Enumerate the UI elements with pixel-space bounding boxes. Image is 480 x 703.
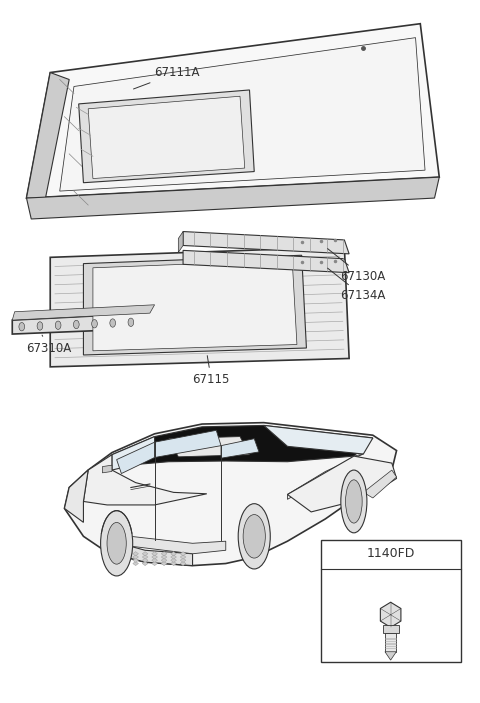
Polygon shape bbox=[64, 423, 396, 566]
Polygon shape bbox=[64, 470, 88, 522]
Polygon shape bbox=[180, 555, 186, 559]
Polygon shape bbox=[152, 562, 157, 566]
Polygon shape bbox=[84, 455, 207, 505]
Polygon shape bbox=[183, 231, 349, 254]
Polygon shape bbox=[385, 652, 396, 660]
Polygon shape bbox=[50, 247, 349, 367]
Circle shape bbox=[110, 319, 116, 327]
Polygon shape bbox=[12, 313, 150, 334]
Polygon shape bbox=[180, 552, 186, 556]
Text: 1140FD: 1140FD bbox=[366, 547, 415, 560]
Polygon shape bbox=[180, 558, 186, 562]
Polygon shape bbox=[288, 454, 363, 499]
Text: 67111A: 67111A bbox=[133, 66, 200, 89]
Ellipse shape bbox=[346, 480, 362, 523]
Polygon shape bbox=[133, 562, 138, 566]
Polygon shape bbox=[84, 255, 306, 355]
Polygon shape bbox=[152, 555, 157, 559]
Polygon shape bbox=[171, 552, 177, 556]
Polygon shape bbox=[171, 555, 177, 559]
Polygon shape bbox=[79, 90, 254, 183]
Polygon shape bbox=[152, 552, 157, 556]
Polygon shape bbox=[133, 552, 138, 556]
Polygon shape bbox=[183, 250, 349, 273]
Polygon shape bbox=[88, 96, 245, 179]
Polygon shape bbox=[142, 555, 148, 559]
Circle shape bbox=[19, 323, 24, 331]
Polygon shape bbox=[142, 552, 148, 556]
Polygon shape bbox=[26, 72, 69, 198]
Polygon shape bbox=[112, 437, 155, 470]
Polygon shape bbox=[142, 562, 148, 566]
Polygon shape bbox=[161, 555, 167, 559]
Polygon shape bbox=[142, 558, 148, 562]
FancyBboxPatch shape bbox=[321, 540, 461, 662]
Polygon shape bbox=[114, 552, 120, 556]
Polygon shape bbox=[114, 558, 120, 562]
Text: 67134A: 67134A bbox=[327, 268, 385, 302]
Polygon shape bbox=[123, 558, 129, 562]
Ellipse shape bbox=[243, 515, 265, 558]
Polygon shape bbox=[123, 552, 129, 556]
Polygon shape bbox=[102, 465, 112, 473]
Text: 67310A: 67310A bbox=[26, 335, 72, 354]
Polygon shape bbox=[93, 260, 297, 351]
Ellipse shape bbox=[101, 510, 132, 576]
Polygon shape bbox=[288, 456, 396, 512]
Polygon shape bbox=[171, 562, 177, 566]
Polygon shape bbox=[383, 625, 398, 633]
Polygon shape bbox=[380, 602, 401, 627]
Circle shape bbox=[37, 322, 43, 330]
Polygon shape bbox=[117, 442, 155, 474]
Polygon shape bbox=[363, 470, 396, 498]
Polygon shape bbox=[26, 177, 439, 219]
Polygon shape bbox=[264, 425, 373, 454]
Ellipse shape bbox=[341, 470, 367, 533]
Polygon shape bbox=[179, 231, 183, 252]
Polygon shape bbox=[107, 541, 192, 566]
Ellipse shape bbox=[107, 522, 126, 564]
Polygon shape bbox=[107, 534, 226, 554]
Circle shape bbox=[92, 320, 97, 328]
Circle shape bbox=[73, 321, 79, 329]
Circle shape bbox=[128, 318, 134, 326]
Circle shape bbox=[55, 321, 61, 330]
Polygon shape bbox=[133, 555, 138, 559]
Polygon shape bbox=[114, 562, 120, 566]
Polygon shape bbox=[171, 558, 177, 562]
Text: 67130A: 67130A bbox=[327, 249, 385, 283]
Text: 67115: 67115 bbox=[192, 356, 230, 386]
Ellipse shape bbox=[238, 503, 270, 569]
Polygon shape bbox=[385, 633, 396, 652]
Polygon shape bbox=[123, 555, 129, 559]
Polygon shape bbox=[26, 24, 439, 198]
Polygon shape bbox=[169, 437, 250, 457]
Polygon shape bbox=[60, 38, 425, 191]
Polygon shape bbox=[123, 562, 129, 566]
Polygon shape bbox=[161, 552, 167, 556]
Polygon shape bbox=[133, 558, 138, 562]
Polygon shape bbox=[114, 555, 120, 559]
Polygon shape bbox=[161, 562, 167, 566]
Polygon shape bbox=[12, 305, 155, 320]
Polygon shape bbox=[155, 430, 221, 458]
Polygon shape bbox=[152, 558, 157, 562]
Polygon shape bbox=[112, 425, 373, 465]
Polygon shape bbox=[161, 558, 167, 562]
Polygon shape bbox=[221, 439, 259, 458]
Polygon shape bbox=[180, 562, 186, 566]
